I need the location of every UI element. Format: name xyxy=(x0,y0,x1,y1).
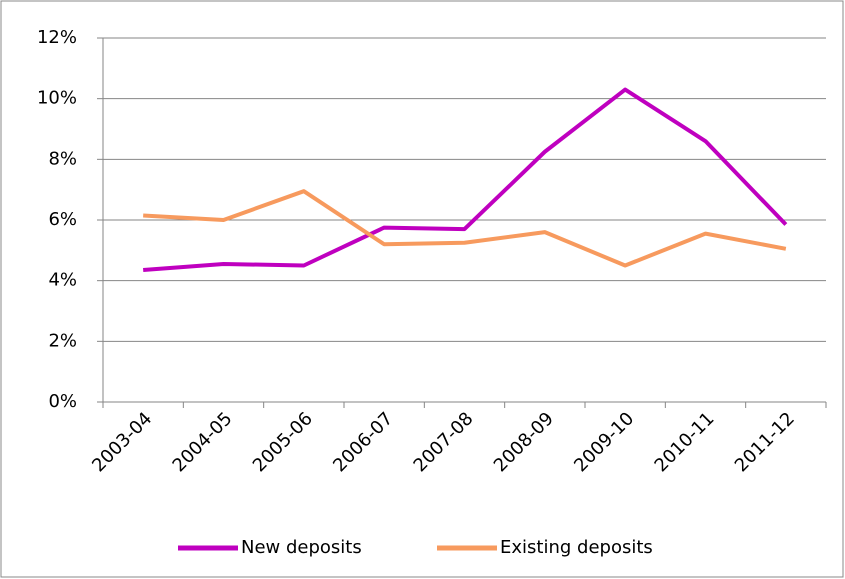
y-tick-label: 8% xyxy=(48,148,77,169)
legend-label: New deposits xyxy=(241,537,362,558)
y-tick-label: 10% xyxy=(37,88,77,109)
y-tick-label: 2% xyxy=(48,330,77,351)
series-line xyxy=(143,87,788,273)
legend-label: Existing deposits xyxy=(500,537,653,558)
y-tick-label: 4% xyxy=(48,270,77,291)
y-tick-label: 12% xyxy=(37,27,77,48)
y-tick-label: 6% xyxy=(48,209,77,230)
series-line xyxy=(143,189,787,268)
y-tick-label: 0% xyxy=(48,391,77,412)
